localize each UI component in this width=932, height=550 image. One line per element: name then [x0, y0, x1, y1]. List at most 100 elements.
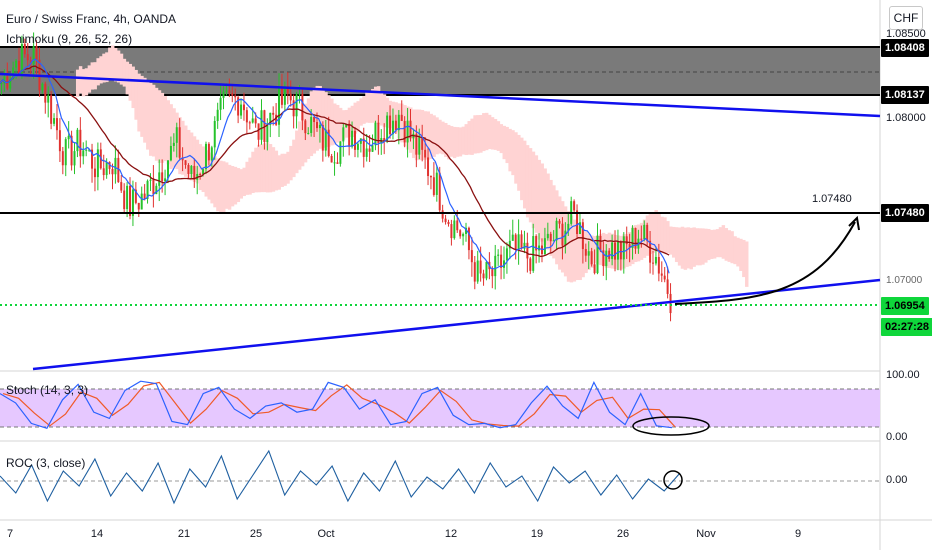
- cloud-segment: [382, 94, 387, 127]
- candle-body: [102, 168, 105, 176]
- cloud-segment: [277, 155, 281, 190]
- candle-body: [82, 150, 85, 157]
- candle-body: [20, 43, 23, 75]
- cloud-segment: [566, 211, 571, 282]
- price-label-level: 1.08000: [886, 112, 926, 124]
- roc-highlight-circle[interactable]: [663, 470, 683, 490]
- stoch-bottom-label: 0.00: [886, 431, 908, 443]
- time-label-nov: Nov: [696, 528, 716, 540]
- cloud-segment: [674, 227, 679, 263]
- candle-body: [365, 148, 368, 157]
- candle-body: [485, 261, 488, 279]
- cloud-segment: [496, 121, 501, 151]
- cloud-segment: [438, 119, 442, 154]
- candle-body: [657, 256, 660, 274]
- candle-body: [611, 242, 614, 259]
- cloud-segment: [245, 161, 249, 195]
- cloud-segment: [376, 86, 381, 124]
- candle-body: [76, 129, 79, 152]
- cloud-segment: [479, 114, 483, 153]
- candle-body: [35, 46, 38, 60]
- cloud-segment: [280, 153, 284, 187]
- candle-body: [292, 100, 295, 117]
- candle-body: [260, 110, 263, 140]
- candle-body: [263, 110, 266, 143]
- roc-title[interactable]: ROC (3, close): [6, 456, 86, 470]
- cloud-segment: [549, 179, 553, 256]
- cloud-segment: [733, 236, 737, 265]
- candle-body: [32, 46, 35, 65]
- candle-body: [242, 104, 245, 111]
- stoch-band: [0, 389, 880, 427]
- candle-body: [123, 190, 126, 210]
- stoch-title[interactable]: Stoch (14, 3, 3): [6, 383, 89, 397]
- stoch-oversold-ellipse[interactable]: [632, 416, 710, 436]
- candle-body: [140, 193, 143, 210]
- candle-body: [240, 104, 243, 116]
- currency-button[interactable]: CHF: [889, 6, 923, 30]
- cloud-segment: [473, 115, 477, 154]
- cloud-segment: [657, 213, 661, 252]
- candle-body: [348, 123, 351, 147]
- cloud-segment: [689, 227, 693, 270]
- cloud-segment: [528, 148, 533, 223]
- cloud-segment: [365, 91, 369, 123]
- candle-body: [564, 230, 567, 246]
- candle-body: [578, 222, 581, 235]
- candle-body: [327, 129, 330, 156]
- candle-body: [453, 220, 456, 239]
- candle-body: [245, 110, 248, 123]
- cloud-segment: [163, 96, 168, 162]
- candle-body: [573, 201, 576, 211]
- candle-body: [307, 132, 310, 134]
- cloud-segment: [742, 239, 746, 278]
- candle-body: [546, 233, 549, 239]
- candle-body: [377, 122, 380, 144]
- ascending-trendline[interactable]: [32, 278, 881, 371]
- cloud-segment: [81, 69, 86, 97]
- candle-body: [418, 137, 421, 155]
- cloud-segment: [265, 141, 270, 193]
- cloud-segment: [669, 226, 673, 255]
- cloud-segment: [166, 100, 170, 165]
- candle-body: [216, 109, 219, 122]
- candle-body: [204, 143, 207, 170]
- cloud-segment: [131, 66, 135, 109]
- cloud-segment: [423, 111, 428, 160]
- cloud-segment: [362, 96, 366, 124]
- candle-body: [55, 118, 58, 131]
- kijun-line: [0, 65, 670, 258]
- candle-body: [616, 241, 619, 260]
- candle-body: [254, 118, 257, 124]
- candle-body: [543, 238, 546, 255]
- cloud-segment: [75, 69, 80, 97]
- target-annotation[interactable]: 1.07480: [812, 193, 852, 205]
- cloud-segment: [707, 228, 711, 261]
- candle-body: [172, 142, 175, 146]
- cloud-segment: [552, 185, 556, 259]
- candle-body: [386, 115, 389, 141]
- cloud-segment: [505, 126, 509, 164]
- candle-body: [17, 60, 20, 75]
- cloud-segment: [470, 118, 474, 155]
- cloud-segment: [274, 150, 279, 191]
- candle-body: [237, 97, 240, 116]
- cloud-segment: [502, 125, 506, 160]
- stoch-top-label: 100.00: [886, 369, 920, 381]
- cloud-segment: [683, 227, 688, 270]
- cloud-segment: [111, 45, 115, 80]
- candle-body: [289, 93, 292, 101]
- descending-trendline[interactable]: [0, 72, 881, 118]
- cloud-segment: [318, 85, 322, 149]
- projection-arrow[interactable]: [674, 221, 856, 305]
- candle-body: [482, 273, 485, 279]
- cloud-segment: [520, 137, 524, 201]
- cloud-segment: [660, 216, 664, 252]
- candle-body: [584, 249, 587, 256]
- indicator-title[interactable]: Ichimoku (9, 26, 52, 26): [6, 32, 133, 46]
- candle-body: [666, 279, 669, 294]
- cloud-segment: [537, 159, 542, 240]
- candle-body: [538, 245, 541, 251]
- candle-body: [359, 138, 362, 144]
